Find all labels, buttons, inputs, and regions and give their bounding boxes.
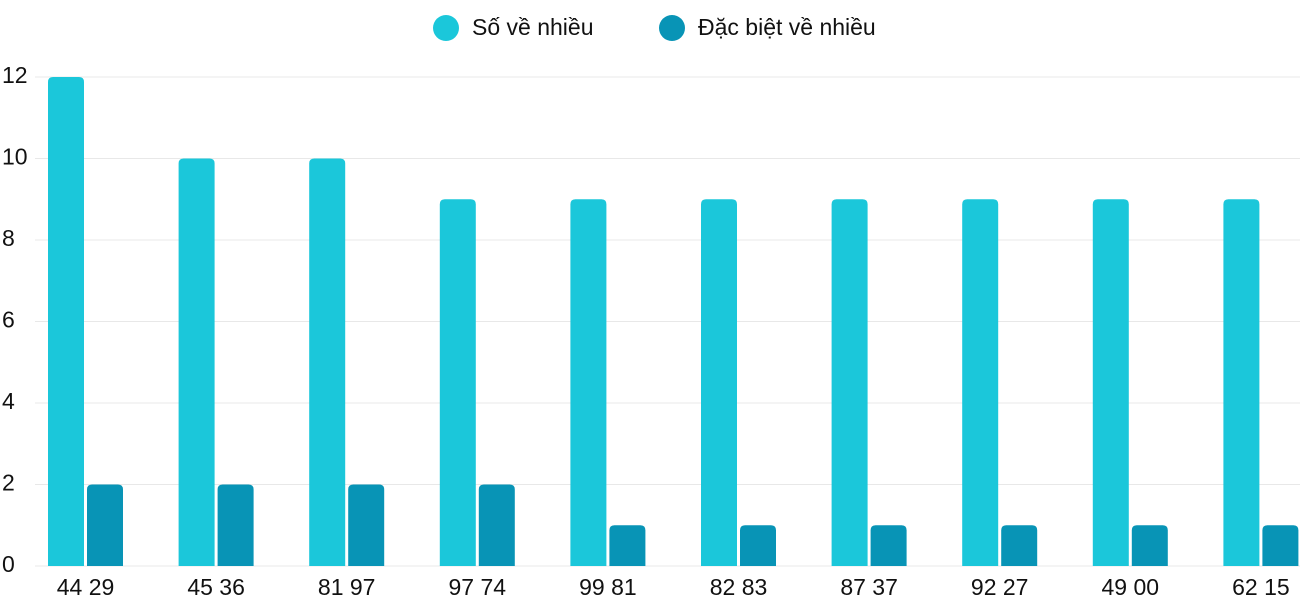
y-tick-label: 2: [2, 470, 15, 496]
bar: [831, 199, 868, 566]
x-tick-label: 92 27: [971, 574, 1029, 600]
bar: [439, 199, 476, 566]
legend-label: Đặc biệt về nhiều: [698, 14, 876, 40]
legend-marker: [659, 15, 685, 41]
bar: [348, 484, 385, 566]
bar: [1131, 525, 1168, 566]
x-tick-label: 44 29: [57, 574, 115, 600]
bar: [309, 158, 346, 566]
y-tick-label: 6: [2, 307, 15, 333]
bar: [1262, 525, 1299, 566]
y-tick-label: 12: [2, 62, 28, 88]
bar: [701, 199, 737, 566]
bar: [1223, 199, 1260, 566]
bar: [1001, 525, 1038, 566]
bar: [87, 484, 123, 566]
legend-label: Số về nhiều: [472, 14, 593, 40]
bar: [178, 158, 215, 566]
bar: [478, 484, 515, 566]
y-tick-label: 8: [2, 225, 15, 251]
x-tick-label: 49 00: [1102, 574, 1160, 600]
x-tick-label: 81 97: [318, 574, 376, 600]
y-tick-label: 0: [2, 551, 15, 577]
bar: [870, 525, 907, 566]
y-tick-label: 4: [2, 388, 15, 414]
y-tick-label: 10: [2, 144, 28, 170]
bar: [570, 199, 607, 566]
x-tick-label: 87 37: [840, 574, 898, 600]
x-tick-label: 99 81: [579, 574, 637, 600]
bar: [1092, 199, 1129, 566]
bar: [740, 525, 776, 566]
legend-marker: [433, 15, 459, 41]
x-tick-label: 97 74: [449, 574, 507, 600]
x-tick-label: 62 15: [1232, 574, 1290, 600]
x-tick-label: 45 36: [187, 574, 245, 600]
bar: [217, 484, 254, 566]
bar: [48, 77, 84, 566]
bar: [609, 525, 646, 566]
bar: [962, 199, 999, 566]
x-tick-label: 82 83: [710, 574, 768, 600]
